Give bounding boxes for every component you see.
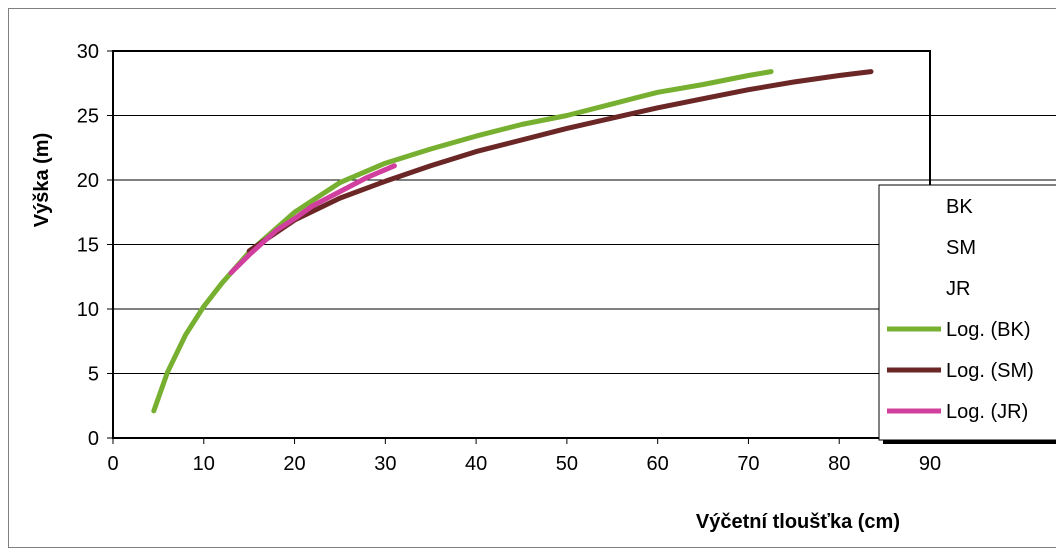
legend-label: Log. (SM) xyxy=(946,360,1034,382)
y-axis-label: Výška (m) xyxy=(31,133,53,228)
legend: BK SM JR Log. (BK) Log. (SM) Log. (JR) xyxy=(878,184,1056,444)
x-tick-label: 0 xyxy=(107,453,118,475)
x-tick-label: 90 xyxy=(919,453,941,475)
legend-label: Log. (JR) xyxy=(946,401,1028,423)
legend-label: Log. (BK) xyxy=(946,319,1030,341)
legend-box xyxy=(878,184,1056,441)
x-tick-label: 80 xyxy=(828,453,850,475)
y-tick-label: 20 xyxy=(77,170,99,192)
y-axis-ticks: 0 5 10 15 20 25 30 xyxy=(77,41,113,450)
x-tick-label: 60 xyxy=(647,453,669,475)
x-axis-ticks: 0 10 20 30 40 50 60 70 80 90 xyxy=(107,438,941,475)
x-tick-label: 20 xyxy=(283,453,305,475)
x-tick-label: 50 xyxy=(556,453,578,475)
y-tick-label: 0 xyxy=(88,428,99,450)
x-tick-label: 40 xyxy=(465,453,487,475)
series-line-log-bk xyxy=(151,69,774,414)
y-tick-label: 30 xyxy=(77,41,99,63)
legend-label: SM xyxy=(946,237,976,259)
legend-label: JR xyxy=(946,278,970,300)
y-tick-label: 15 xyxy=(77,235,99,257)
y-tick-label: 25 xyxy=(77,106,99,128)
x-axis-label: Výčetní tloušťka (cm) xyxy=(696,511,900,533)
series-line-log-sm xyxy=(246,69,874,254)
series-line-log-jr xyxy=(228,163,397,276)
legend-label: BK xyxy=(946,196,973,218)
series-layer xyxy=(151,69,874,414)
x-tick-label: 10 xyxy=(193,453,215,475)
y-tick-label: 10 xyxy=(77,299,99,321)
y-tick-label: 5 xyxy=(88,364,99,386)
x-tick-label: 30 xyxy=(374,453,396,475)
x-tick-label: 70 xyxy=(737,453,759,475)
